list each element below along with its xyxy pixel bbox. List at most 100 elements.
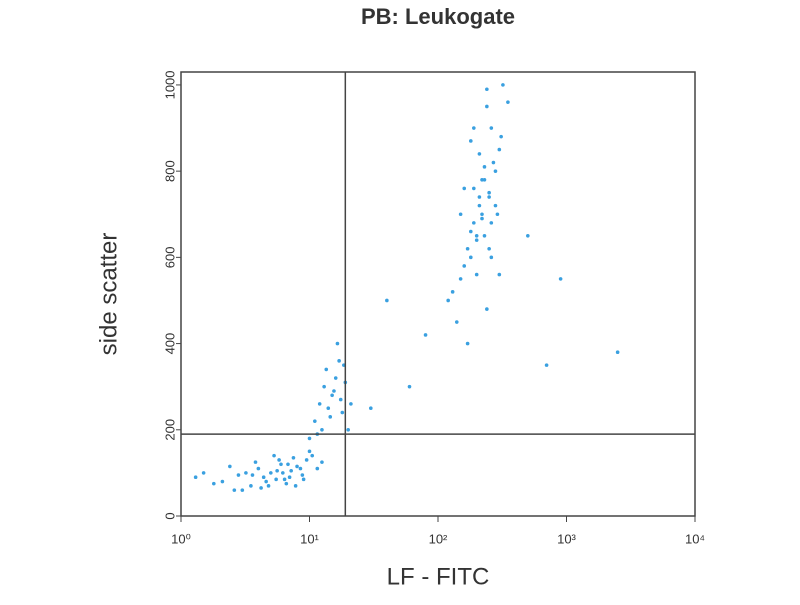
point bbox=[259, 486, 263, 490]
point bbox=[261, 475, 266, 480]
point bbox=[506, 100, 510, 104]
point bbox=[472, 221, 476, 225]
point bbox=[474, 234, 479, 238]
point bbox=[338, 397, 343, 402]
point bbox=[228, 464, 232, 469]
point bbox=[480, 177, 484, 182]
point bbox=[289, 468, 293, 473]
point bbox=[480, 212, 484, 217]
point bbox=[326, 406, 331, 411]
x-tick-label: 10¹ bbox=[300, 531, 319, 546]
point bbox=[495, 212, 500, 217]
point bbox=[477, 203, 482, 208]
chart-title: PB: Leukogate bbox=[361, 4, 515, 29]
point bbox=[454, 320, 459, 324]
x-axis-label: LF - FITC bbox=[387, 563, 490, 590]
point bbox=[281, 471, 285, 475]
point bbox=[472, 186, 476, 191]
point bbox=[499, 134, 503, 139]
point bbox=[477, 195, 482, 199]
point bbox=[487, 195, 491, 199]
point bbox=[423, 333, 428, 337]
point bbox=[324, 367, 329, 372]
point bbox=[212, 481, 216, 486]
point bbox=[485, 87, 489, 92]
point bbox=[322, 384, 326, 389]
point bbox=[526, 234, 530, 238]
point bbox=[462, 186, 467, 191]
point bbox=[487, 246, 491, 251]
point bbox=[469, 229, 473, 234]
point bbox=[407, 384, 412, 389]
point bbox=[264, 479, 268, 484]
point bbox=[266, 484, 271, 488]
plot-frame bbox=[180, 71, 696, 517]
y-tick-label: 1000 bbox=[162, 70, 177, 99]
y-tick-label: 800 bbox=[162, 160, 177, 182]
point bbox=[244, 471, 248, 475]
point bbox=[446, 298, 450, 303]
point bbox=[295, 464, 299, 469]
point bbox=[489, 221, 494, 225]
point bbox=[293, 484, 298, 488]
point bbox=[482, 177, 487, 182]
point bbox=[485, 307, 489, 311]
point bbox=[450, 290, 455, 294]
point bbox=[474, 272, 479, 277]
point bbox=[201, 471, 206, 475]
point bbox=[291, 456, 296, 460]
point bbox=[493, 169, 498, 173]
x-tick-label: 10⁰ bbox=[171, 531, 191, 546]
point bbox=[369, 406, 373, 411]
point bbox=[317, 402, 322, 406]
y-tick-label: 400 bbox=[162, 333, 177, 355]
point bbox=[485, 104, 489, 109]
point bbox=[465, 246, 470, 251]
y-tick-label: 600 bbox=[162, 247, 177, 269]
point bbox=[277, 458, 281, 462]
y-axis-label: side scatter bbox=[95, 233, 122, 356]
point bbox=[284, 481, 289, 486]
point bbox=[469, 139, 473, 143]
point bbox=[458, 212, 463, 217]
point bbox=[275, 468, 279, 473]
point bbox=[272, 453, 276, 458]
point bbox=[465, 341, 470, 346]
point bbox=[307, 449, 312, 454]
point bbox=[469, 255, 473, 260]
point bbox=[489, 255, 494, 260]
point bbox=[220, 479, 225, 484]
point bbox=[304, 458, 309, 462]
point bbox=[310, 453, 315, 458]
point bbox=[472, 126, 476, 130]
point bbox=[349, 402, 353, 406]
point bbox=[544, 363, 549, 367]
point bbox=[301, 477, 306, 482]
point bbox=[236, 473, 241, 477]
point bbox=[487, 190, 491, 195]
point bbox=[313, 419, 317, 423]
x-tick-label: 10⁴ bbox=[685, 531, 705, 546]
point bbox=[256, 466, 261, 471]
point bbox=[385, 298, 389, 303]
y-tick-label: 200 bbox=[162, 419, 177, 441]
point bbox=[482, 234, 487, 238]
point bbox=[193, 475, 198, 480]
point bbox=[328, 415, 333, 419]
point bbox=[250, 473, 255, 477]
point bbox=[315, 466, 320, 471]
point bbox=[232, 488, 237, 492]
point bbox=[480, 216, 484, 221]
point bbox=[269, 471, 273, 475]
point bbox=[337, 359, 341, 363]
point bbox=[300, 473, 305, 477]
point bbox=[240, 488, 245, 492]
point bbox=[332, 389, 336, 393]
point bbox=[335, 341, 340, 346]
point bbox=[282, 477, 287, 482]
point bbox=[320, 427, 324, 432]
x-tick-label: 10² bbox=[429, 531, 448, 546]
point bbox=[340, 410, 345, 415]
point bbox=[462, 264, 467, 268]
